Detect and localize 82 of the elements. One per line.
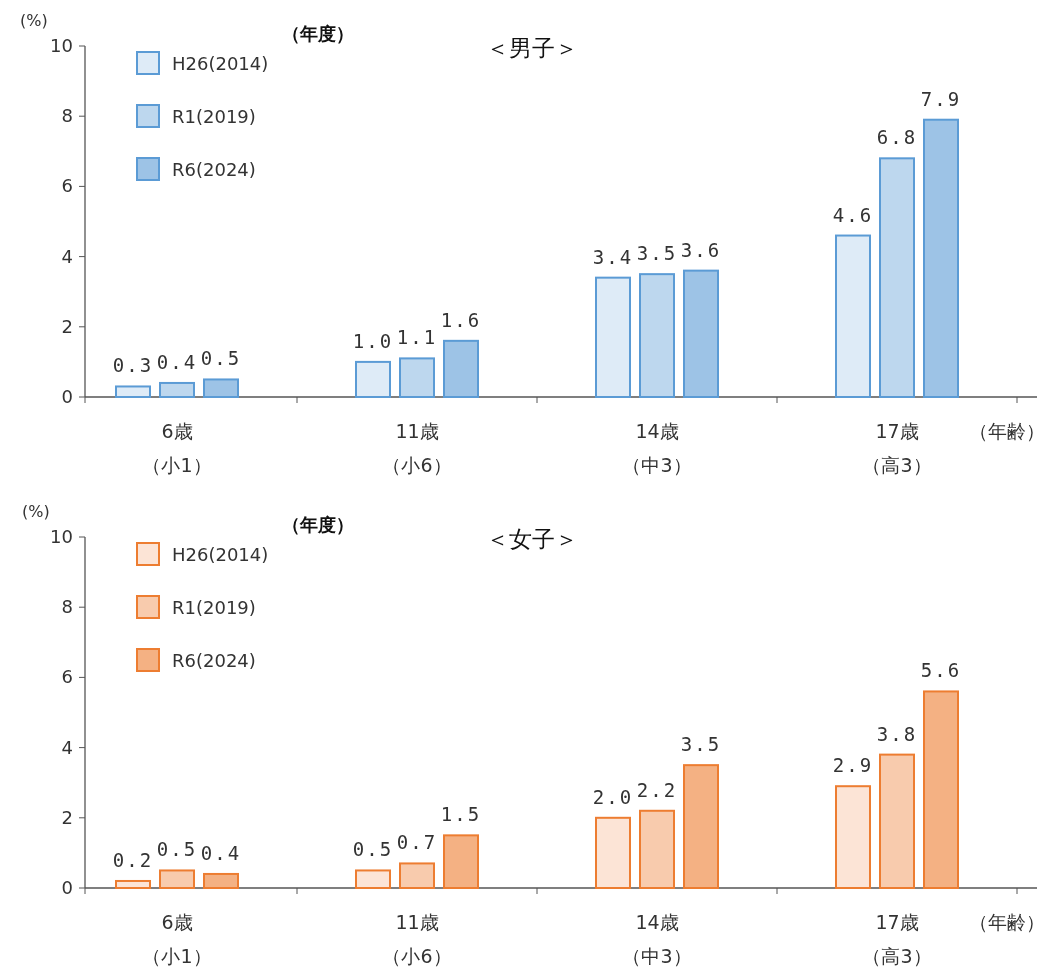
data-label: 0.2: [112, 848, 154, 871]
data-label: 3.6: [680, 238, 722, 261]
data-label: 0.4: [156, 350, 198, 373]
y-tick-label: 0: [61, 386, 73, 407]
data-label: 1.5: [440, 803, 482, 826]
y-axis-title: (%): [20, 11, 48, 30]
x-tick-label: 14歳（中3）: [622, 420, 692, 476]
data-label: 1.6: [440, 308, 482, 331]
bar: [879, 753, 915, 889]
bar: [203, 378, 239, 398]
x-tick-label: 17歳（高3）: [862, 911, 932, 967]
data-label: 0.7: [396, 831, 438, 854]
x-tick-label: 14歳（中3）: [622, 911, 692, 967]
data-label: 5.6: [920, 659, 962, 682]
bar: [115, 385, 151, 398]
bar: [835, 234, 871, 398]
bar: [159, 381, 195, 398]
bar: [879, 157, 915, 398]
y-tick-label: 10: [50, 35, 73, 56]
legend-label: R1(2019): [172, 597, 256, 618]
data-label: 2.0: [592, 785, 634, 808]
bar: [595, 816, 631, 889]
y-tick-label: 2: [61, 315, 73, 337]
bar: [835, 785, 871, 889]
bar: [639, 273, 675, 398]
x-tick-label: 6歳（小1）: [142, 911, 212, 967]
legend-label: R6(2024): [172, 650, 256, 671]
legend-label: R1(2019): [172, 106, 256, 127]
data-label: 0.3: [112, 354, 154, 377]
bar: [923, 118, 959, 398]
bar: [595, 276, 631, 398]
y-tick-label: 4: [61, 736, 73, 758]
legend-title: （年度）: [282, 514, 354, 535]
bar: [923, 690, 959, 889]
data-label: 6.8: [876, 126, 918, 149]
data-label: 0.4: [200, 841, 242, 864]
chart-title: ＜女子＞: [486, 526, 578, 552]
data-label: 2.9: [832, 754, 874, 777]
legend-label: H26(2014): [172, 544, 269, 565]
data-label: 3.5: [680, 733, 722, 756]
y-tick-label: 4: [61, 245, 73, 267]
data-label: 7.9: [920, 87, 962, 110]
data-label: 2.2: [636, 778, 678, 801]
legend-label: R6(2024): [172, 159, 256, 180]
bar: [639, 809, 675, 889]
x-axis-title: （年齢）: [969, 911, 1045, 933]
bar: [355, 869, 391, 889]
chart-title: ＜男子＞: [486, 35, 578, 61]
y-tick-label: 6: [61, 666, 73, 688]
bar: [399, 357, 435, 398]
data-label: 4.6: [832, 203, 874, 226]
data-label: 0.5: [156, 838, 198, 861]
bar: [203, 872, 239, 889]
bar: [399, 862, 435, 889]
y-tick-label: 8: [61, 596, 73, 618]
data-label: 1.0: [352, 329, 394, 352]
x-tick-label: 11歳（小6）: [382, 420, 452, 476]
data-label: 3.5: [636, 242, 678, 265]
data-label: 1.1: [396, 326, 438, 349]
y-tick-label: 0: [61, 877, 73, 898]
bar: [443, 834, 479, 889]
y-tick-label: 8: [61, 105, 73, 127]
bar: [443, 339, 479, 398]
bar: [115, 879, 151, 889]
bar: [683, 764, 719, 889]
x-tick-label: 11歳（小6）: [382, 911, 452, 967]
data-label: 0.5: [352, 838, 394, 861]
y-tick-label: 10: [50, 526, 73, 547]
x-tick-label: 17歳（高3）: [862, 420, 932, 476]
data-label: 0.5: [200, 347, 242, 370]
legend-label: H26(2014): [172, 53, 269, 74]
y-tick-label: 6: [61, 175, 73, 197]
y-tick-label: 2: [61, 806, 73, 828]
data-label: 3.8: [876, 722, 918, 745]
x-axis-title: （年齢）: [969, 420, 1045, 442]
y-axis-title: (%): [22, 502, 50, 521]
legend-title: （年度）: [282, 23, 354, 44]
bar: [683, 269, 719, 398]
bar: [355, 360, 391, 398]
data-label: 3.4: [592, 245, 634, 268]
x-tick-label: 6歳（小1）: [142, 420, 212, 476]
bar: [159, 869, 195, 889]
